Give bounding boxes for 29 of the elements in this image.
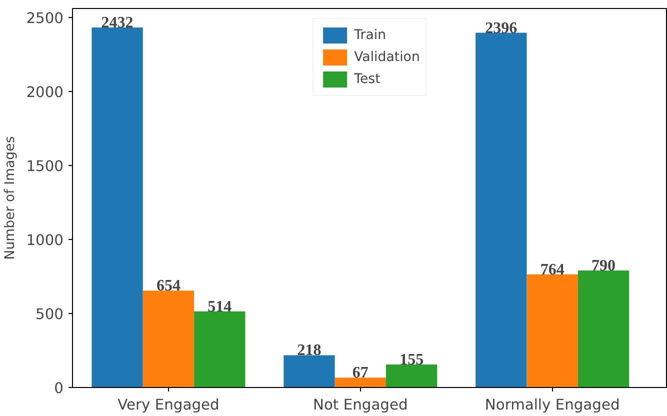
bar [92,27,143,388]
data-label: 2432 [101,14,134,32]
bar [578,270,630,388]
data-label: 790 [592,258,616,275]
y-tick-label: 500 [36,306,64,323]
x-tick-label: Very Engaged [118,396,220,414]
y-tick-label: 1500 [26,158,64,175]
data-label: 654 [156,278,180,295]
data-label: 514 [208,298,232,316]
bar [194,311,246,388]
legend-label: Train [354,28,386,42]
bar [386,364,438,388]
y-tick-label: 0 [54,380,64,397]
x-tick-label: Normally Engaged [484,396,620,414]
data-label: 764 [540,261,564,278]
y-tick-label: 1000 [26,232,64,249]
bar [334,378,386,388]
data-label: 155 [400,352,424,369]
x-tick-label: Not Engaged [313,396,408,414]
y-tick-label: 2000 [26,84,64,101]
legend-label: Validation [354,50,420,64]
y-axis-title: Number of Images [3,136,18,260]
bar [284,355,335,388]
bar [526,274,578,388]
legend-label: Test [354,72,380,86]
y-tick-label: 2500 [26,10,64,27]
bar [142,290,194,388]
bar [476,32,527,388]
data-label: 67 [352,364,368,382]
